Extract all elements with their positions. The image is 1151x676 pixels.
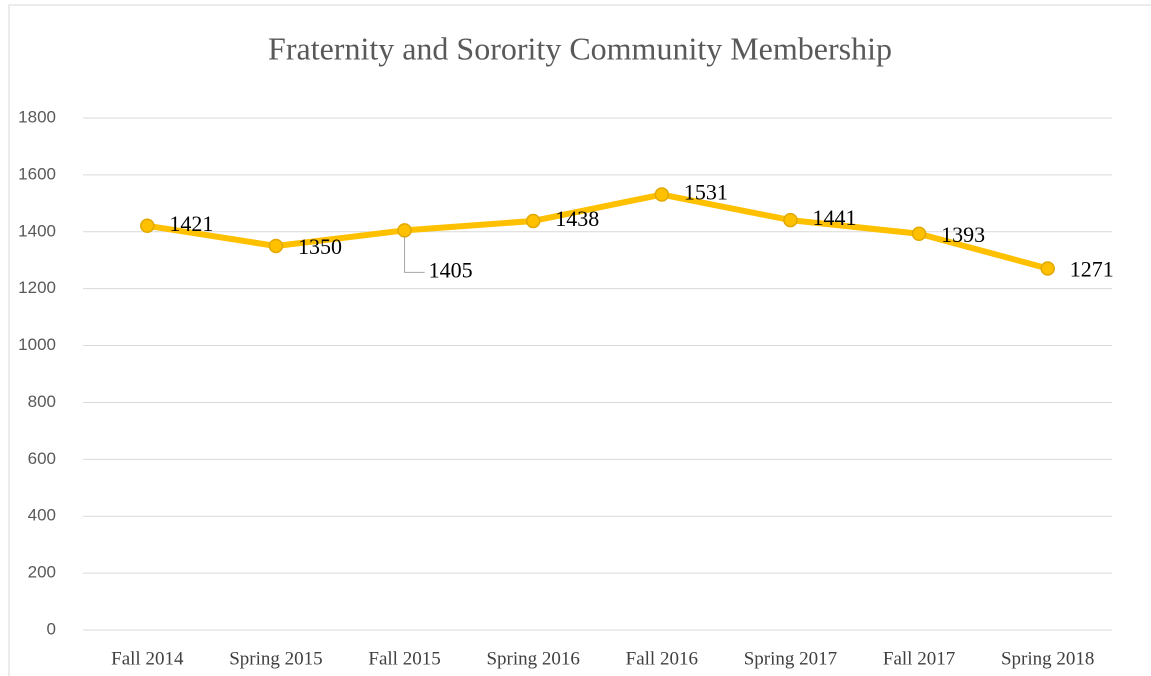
x-tick-label: Fall 2017 [883,648,955,669]
x-tick-label: Spring 2015 [229,648,322,669]
data-label: 1438 [555,206,599,231]
chart-frame [8,4,1151,676]
y-tick-label: 1600 [18,164,56,183]
y-tick-label: 400 [28,506,56,525]
data-label: 1393 [941,222,985,247]
y-tick-label: 200 [28,563,56,582]
point [140,218,155,234]
x-tick-label: Fall 2015 [368,648,440,669]
chart-title: Fraternity and Sorority Community Member… [268,30,892,66]
x-tick-label: Spring 2016 [486,648,579,669]
leader-line [404,236,425,273]
y-tick-label: 1200 [18,278,56,297]
point [525,213,541,229]
x-tick-label: Spring 2017 [744,648,837,669]
point [268,238,284,254]
data-label: 1271 [1070,257,1114,282]
x-tick-label: Spring 2018 [1001,648,1094,669]
point [911,226,927,242]
data-label: 1421 [169,211,213,236]
x-tick-label: Fall 2014 [111,648,184,669]
y-tick-label: 1400 [18,221,56,240]
point [783,212,798,228]
data-label: 1441 [812,205,856,230]
y-tick-label: 0 [47,619,56,638]
y-tick-label: 600 [28,449,56,468]
y-tick-label: 1800 [18,107,56,126]
y-tick-label: 800 [28,392,56,411]
data-label: 1531 [684,180,728,205]
point [654,187,670,202]
data-label: 1405 [429,257,473,282]
line [144,191,1051,272]
x-tick-label: Fall 2016 [626,648,698,669]
point [1040,261,1055,276]
data-label: 1350 [298,234,342,259]
y-tick-label: 1000 [18,335,56,354]
point [397,223,412,238]
